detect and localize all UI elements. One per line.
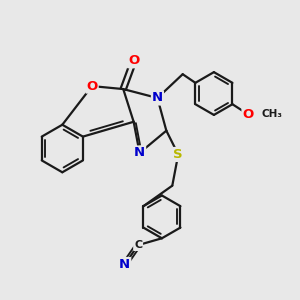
Text: C: C [134, 240, 142, 250]
Text: O: O [86, 80, 98, 93]
Text: O: O [128, 54, 139, 67]
Text: N: N [134, 146, 145, 160]
Text: N: N [152, 92, 163, 104]
Text: O: O [242, 108, 254, 121]
Text: CH₃: CH₃ [262, 109, 283, 119]
Text: N: N [119, 258, 130, 271]
Text: S: S [173, 148, 183, 161]
